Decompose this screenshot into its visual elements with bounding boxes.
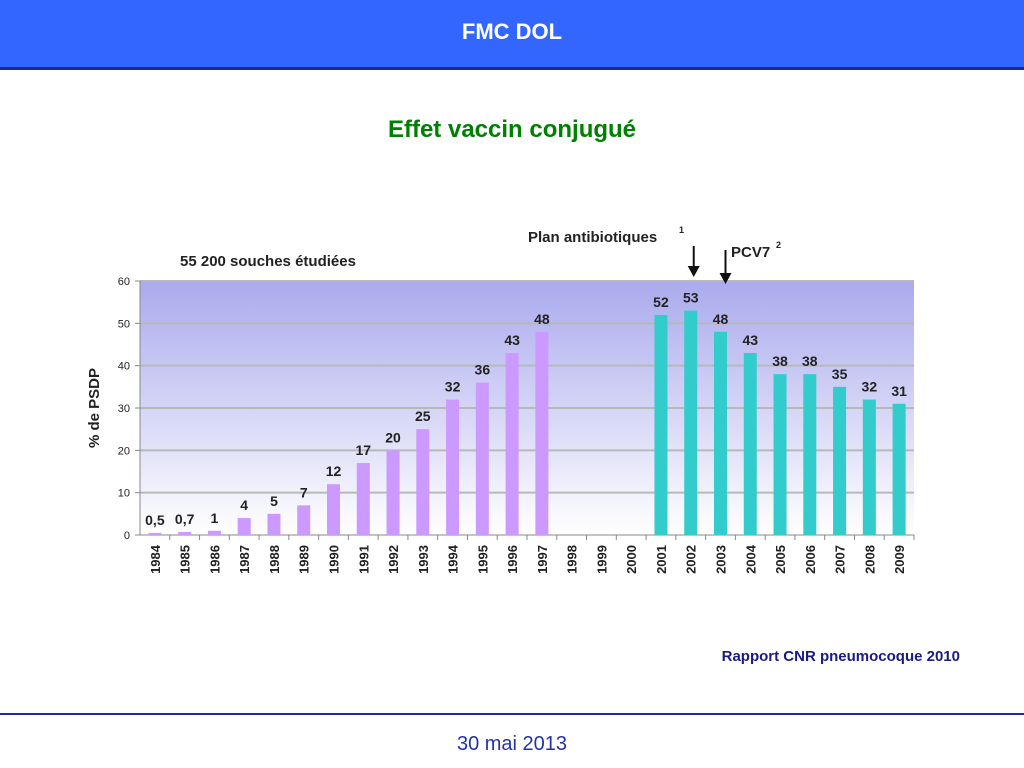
bar-1997 xyxy=(535,331,549,535)
data-label-1989: 7 xyxy=(300,484,308,500)
bar-2007 xyxy=(833,386,847,535)
bar-1996 xyxy=(505,352,519,535)
x-tick-label-2008: 2008 xyxy=(862,545,877,574)
bar-2003 xyxy=(714,331,727,535)
bar-1992 xyxy=(386,450,400,535)
data-label-1984: 0,5 xyxy=(145,512,165,528)
bar-1986 xyxy=(207,530,221,535)
y-tick-label: 20 xyxy=(118,445,130,457)
x-tick-label-1984: 1984 xyxy=(148,544,163,574)
slide-title: Effet vaccin conjugué xyxy=(387,116,637,143)
data-label-1996: 43 xyxy=(504,332,520,348)
bar-1985 xyxy=(178,532,192,535)
data-label-2005: 38 xyxy=(772,353,788,369)
bar-1993 xyxy=(416,429,430,535)
x-tick-label-1988: 1988 xyxy=(267,545,282,574)
data-label-1993: 25 xyxy=(415,408,431,424)
bar-1990 xyxy=(327,484,340,535)
x-tick-label-1993: 1993 xyxy=(416,545,431,574)
bar-2002 xyxy=(684,310,698,535)
x-tick-label-1989: 1989 xyxy=(297,545,312,574)
arrow-pcv7-head xyxy=(719,273,732,284)
data-label-2001: 52 xyxy=(653,294,669,310)
x-tick-label-2002: 2002 xyxy=(684,545,699,574)
x-tick-label-1996: 1996 xyxy=(505,545,520,574)
data-label-2009: 31 xyxy=(891,383,907,399)
data-label-2008: 32 xyxy=(862,379,878,395)
data-label-1992: 20 xyxy=(385,429,401,445)
x-tick-label-1990: 1990 xyxy=(327,545,342,574)
arrow-plan-antibiotiques-head xyxy=(687,266,700,277)
x-tick-label-1998: 1998 xyxy=(565,545,580,574)
footer-date: 30 mai 2013 xyxy=(456,733,568,755)
data-label-2003: 48 xyxy=(713,311,729,327)
x-tick-label-1997: 1997 xyxy=(535,545,550,574)
x-tick-label-2003: 2003 xyxy=(714,545,729,574)
bar-1994 xyxy=(446,399,460,535)
x-tick-label-2000: 2000 xyxy=(624,545,639,574)
x-tick-label-1986: 1986 xyxy=(207,545,222,574)
y-tick-label: 30 xyxy=(118,403,130,415)
data-label-2004: 43 xyxy=(742,332,758,348)
y-tick-label: 40 xyxy=(118,361,130,373)
bar-2001 xyxy=(654,314,668,535)
y-tick-label: 10 xyxy=(118,488,130,500)
x-tick-label-1987: 1987 xyxy=(237,545,252,574)
bar-2006 xyxy=(803,374,817,535)
bar-1988 xyxy=(267,513,281,535)
x-tick-label-1992: 1992 xyxy=(386,545,401,574)
data-label-1986: 1 xyxy=(211,510,219,526)
bar-1989 xyxy=(297,505,311,535)
annotation-plan-superscript: 1 xyxy=(679,225,684,235)
x-tick-label-2009: 2009 xyxy=(892,545,907,574)
bar-2009 xyxy=(892,403,906,535)
x-tick-label-2007: 2007 xyxy=(833,545,848,574)
bar-2004 xyxy=(743,352,757,535)
data-label-2007: 35 xyxy=(832,366,848,382)
x-tick-label-2004: 2004 xyxy=(743,544,758,574)
y-axis-label: % de PSDP xyxy=(86,368,103,448)
data-label-2006: 38 xyxy=(802,353,818,369)
data-label-1997: 48 xyxy=(534,311,550,327)
data-label-1990: 12 xyxy=(326,463,342,479)
data-label-1995: 36 xyxy=(475,362,491,378)
x-tick-label-2001: 2001 xyxy=(654,545,669,574)
x-tick-label-2005: 2005 xyxy=(773,545,788,574)
bar-1995 xyxy=(475,382,489,535)
y-tick-label: 0 xyxy=(124,530,130,542)
x-tick-label-2006: 2006 xyxy=(803,545,818,574)
x-tick-label-1985: 1985 xyxy=(178,545,193,574)
data-label-1994: 32 xyxy=(445,379,461,395)
data-label-2002: 53 xyxy=(683,290,699,306)
header-title: FMC DOL xyxy=(461,18,563,44)
data-label-1991: 17 xyxy=(355,442,371,458)
header-bar: FMC DOL xyxy=(0,0,1024,70)
bar-1991 xyxy=(356,463,370,535)
annotation-plan-antibiotiques: Plan antibiotiques xyxy=(528,229,657,246)
annotation-pcv7: PCV7 xyxy=(731,244,770,261)
chart: 0 10 20 30 40 50 60 0,5 1984 0,7 1985 1 1986 4 1987 5 19… xyxy=(86,225,915,574)
x-tick-label-1994: 1994 xyxy=(446,544,461,574)
bar-2005 xyxy=(773,374,787,535)
x-tick-label-1991: 1991 xyxy=(356,545,371,574)
data-label-1985: 0,7 xyxy=(175,511,195,527)
bar-2008 xyxy=(862,399,876,535)
y-tick-label: 60 xyxy=(118,276,130,288)
annotation-pcv7-superscript: 2 xyxy=(776,240,781,250)
data-label-1988: 5 xyxy=(270,493,278,509)
bar-1984 xyxy=(148,532,162,535)
y-tick-label: 50 xyxy=(118,318,130,330)
x-tick-label-1995: 1995 xyxy=(475,545,490,574)
chart-title: 55 200 souches étudiées xyxy=(180,253,356,270)
source-citation: Rapport CNR pneumocoque 2010 xyxy=(721,648,960,665)
data-label-1987: 4 xyxy=(240,497,248,513)
bar-1987 xyxy=(237,518,251,535)
chart-svg: 0 10 20 30 40 50 60 0,5 1984 0,7 1985 1 1986 4 1987 5 19… xyxy=(86,225,915,574)
footer-divider xyxy=(0,713,1024,715)
x-tick-label-1999: 1999 xyxy=(594,545,609,574)
